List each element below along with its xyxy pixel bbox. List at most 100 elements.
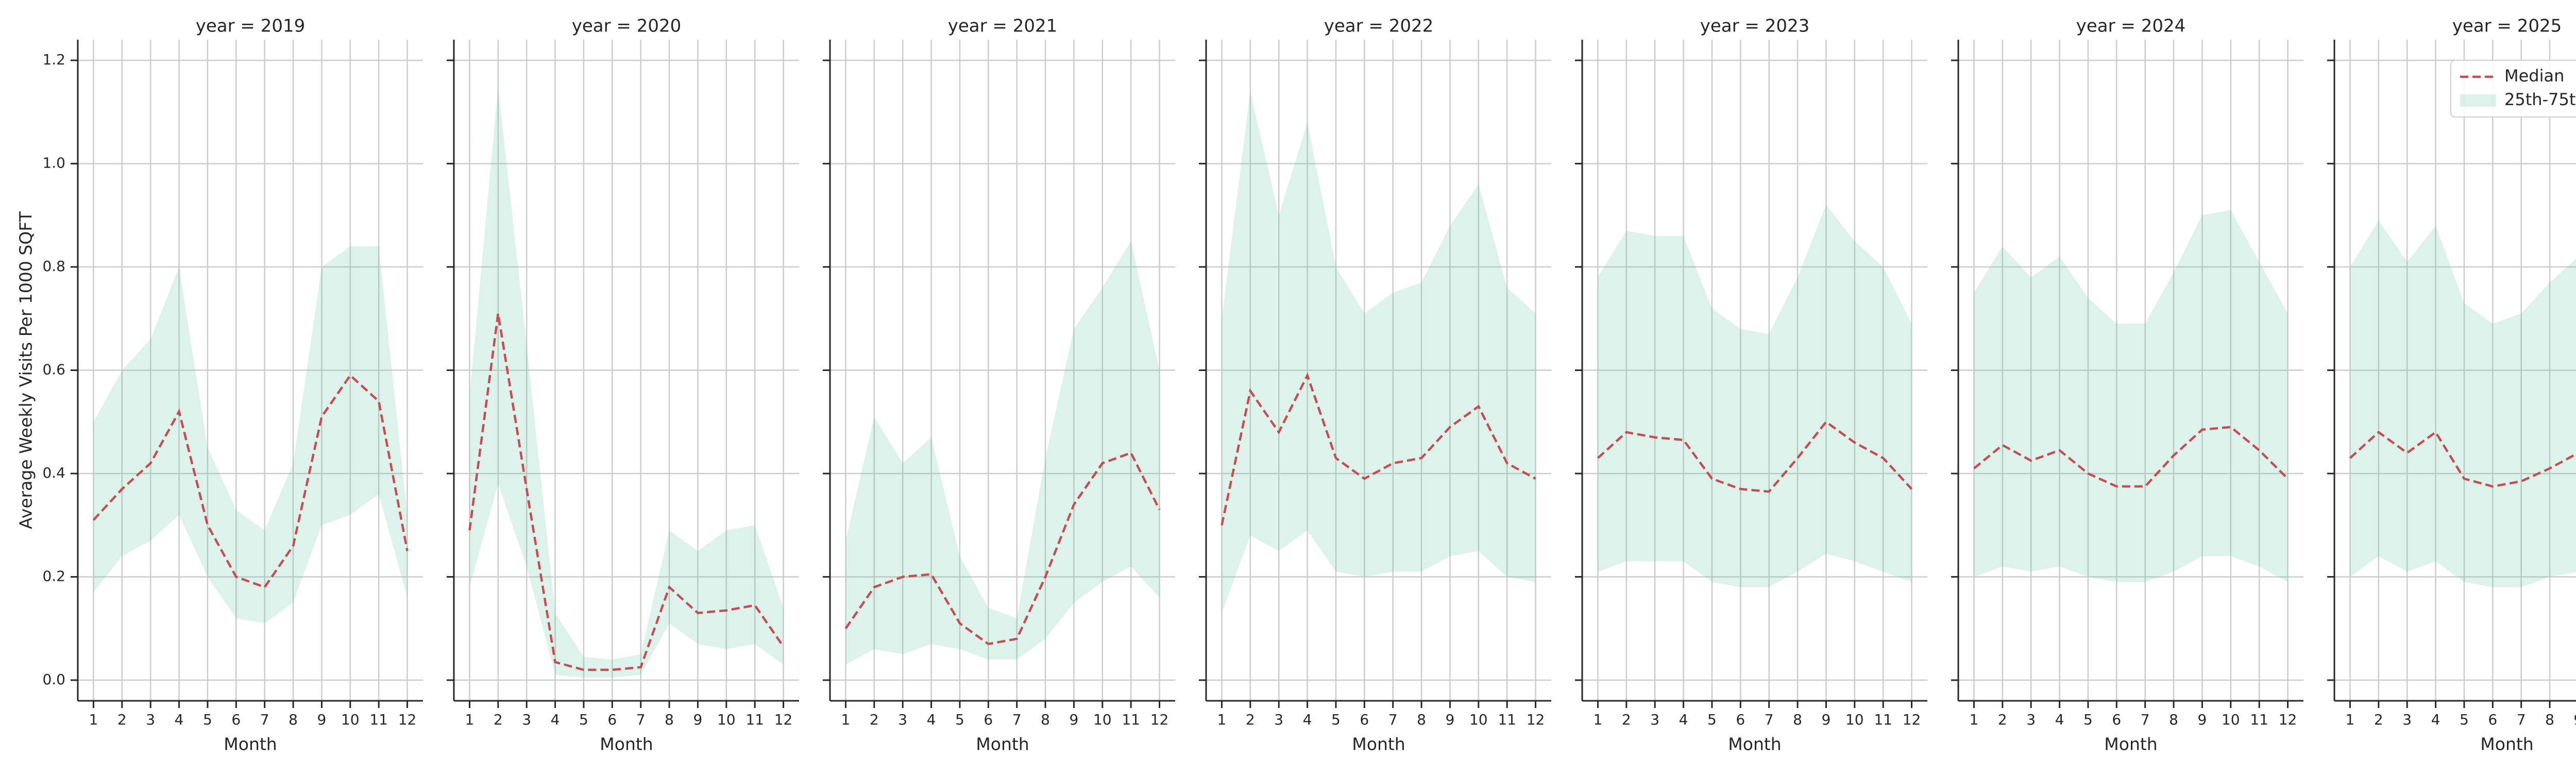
x-tick-label: 2 — [494, 711, 503, 728]
y-tick-label: 0.2 — [42, 567, 65, 584]
x-tick-label: 10 — [341, 711, 360, 728]
x-tick-label: 10 — [1093, 711, 1112, 728]
x-tick-label: 11 — [2250, 711, 2268, 728]
median-line — [1597, 420, 1913, 493]
x-tick-label: 3 — [522, 711, 531, 728]
median-line — [468, 313, 785, 671]
x-tick-label: 7 — [1012, 711, 1022, 728]
x-tick-label: 6 — [231, 711, 241, 728]
x-tick-label: 10 — [1469, 711, 1488, 728]
y-tick-label: 0.8 — [42, 258, 65, 275]
facet-title: year = 2024 — [2076, 16, 2185, 37]
x-tick-label: 8 — [1417, 711, 1426, 728]
x-tick-label: 6 — [607, 711, 617, 728]
x-tick-label: 11 — [1498, 711, 1516, 728]
x-axis-label: Month — [2104, 734, 2157, 754]
x-tick-label: 3 — [1274, 711, 1283, 728]
x-tick-label: 5 — [1331, 711, 1341, 728]
x-tick-label: 12 — [2279, 711, 2297, 728]
x-axis-label: Month — [1728, 734, 1781, 754]
x-tick-label: 2 — [2374, 711, 2383, 728]
x-tick-label: 12 — [1527, 711, 1545, 728]
x-axis-label: Month — [224, 734, 277, 754]
facet-title: year = 2025 — [2452, 16, 2562, 37]
x-tick-label: 1 — [1594, 711, 1603, 728]
x-tick-label: 11 — [745, 711, 764, 728]
x-tick-label: 10 — [2222, 711, 2240, 728]
x-tick-label: 4 — [2055, 711, 2064, 728]
x-tick-label: 4 — [927, 711, 936, 728]
percentile-band — [1598, 205, 1912, 587]
median-line — [1221, 372, 1536, 526]
median-line — [2349, 430, 2576, 488]
x-tick-label: 5 — [955, 711, 964, 728]
legend-label: 25th-75th Percentile — [2504, 90, 2576, 109]
x-tick-label: 3 — [1650, 711, 1659, 728]
x-tick-label: 1 — [89, 711, 98, 728]
x-tick-label: 6 — [2488, 711, 2497, 728]
x-tick-label: 7 — [636, 711, 646, 728]
x-tick-label: 7 — [2141, 711, 2150, 728]
x-tick-label: 9 — [693, 711, 703, 728]
x-tick-label: 4 — [2431, 711, 2441, 728]
x-tick-label: 1 — [841, 711, 851, 728]
x-tick-label: 3 — [146, 711, 155, 728]
x-tick-label: 2 — [1998, 711, 2007, 728]
x-tick-label: 6 — [1360, 711, 1369, 728]
x-tick-label: 4 — [551, 711, 560, 728]
x-tick-label: 1 — [1217, 711, 1227, 728]
x-axis-label: Month — [1352, 734, 1405, 754]
y-tick-label: 0.4 — [42, 464, 65, 481]
x-tick-label: 12 — [774, 711, 793, 728]
x-tick-label: 1 — [465, 711, 474, 728]
y-axis-label: Average Weekly Visits Per 1000 SQFT — [16, 211, 36, 529]
x-tick-label: 3 — [2026, 711, 2036, 728]
x-tick-label: 5 — [2460, 711, 2469, 728]
y-tick-label: 1.2 — [42, 51, 65, 68]
x-tick-label: 12 — [398, 711, 417, 728]
legend: Median 25th-75th Percentile — [2450, 60, 2576, 117]
x-tick-label: 8 — [2169, 711, 2178, 728]
x-tick-label: 3 — [2402, 711, 2412, 728]
x-tick-label: 2 — [870, 711, 879, 728]
x-tick-label: 4 — [1303, 711, 1312, 728]
x-tick-label: 12 — [1903, 711, 1921, 728]
facet-title: year = 2023 — [1700, 16, 1809, 37]
x-tick-label: 9 — [2198, 711, 2207, 728]
x-tick-label: 3 — [898, 711, 907, 728]
y-tick-label: 0.0 — [42, 671, 65, 688]
x-tick-label: 5 — [203, 711, 212, 728]
legend-swatch — [2460, 94, 2496, 107]
x-tick-label: 11 — [1874, 711, 1892, 728]
facet: year = 2025123456789101112MonthMedian25t… — [2327, 16, 2576, 754]
x-tick-label: 9 — [2574, 711, 2576, 728]
facet-title: year = 2021 — [948, 16, 1057, 37]
x-tick-label: 5 — [1707, 711, 1717, 728]
x-axis-label: Month — [2480, 734, 2533, 754]
x-tick-label: 2 — [117, 711, 127, 728]
x-tick-label: 8 — [289, 711, 298, 728]
x-tick-label: 6 — [1736, 711, 1745, 728]
x-tick-label: 9 — [1070, 711, 1079, 728]
percentile-band — [93, 246, 408, 624]
x-tick-label: 8 — [1041, 711, 1050, 728]
percentile-band — [1222, 91, 1536, 613]
x-tick-label: 9 — [1822, 711, 1831, 728]
x-tick-label: 4 — [175, 711, 184, 728]
legend-box — [2450, 60, 2576, 117]
x-tick-label: 8 — [665, 711, 674, 728]
x-tick-label: 7 — [1765, 711, 1774, 728]
x-axis-label: Month — [976, 734, 1029, 754]
x-tick-label: 9 — [317, 711, 327, 728]
x-tick-label: 1 — [2346, 711, 2355, 728]
legend-label: Median — [2504, 66, 2564, 86]
percentile-band — [845, 241, 1160, 665]
x-tick-label: 11 — [369, 711, 388, 728]
x-tick-label: 7 — [260, 711, 269, 728]
